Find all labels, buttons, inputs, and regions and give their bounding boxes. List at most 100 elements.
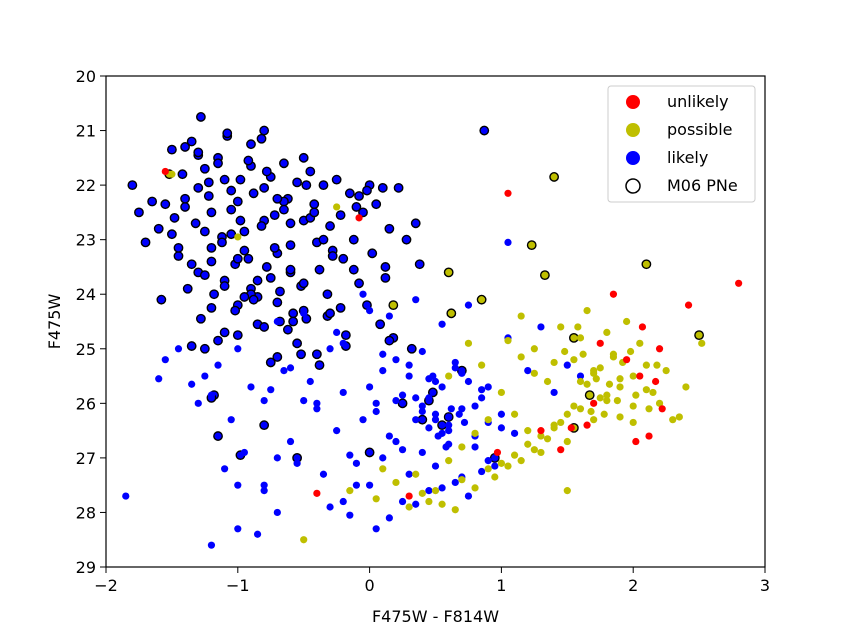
data-point-possible [629, 418, 637, 427]
data-point-likely-pne [305, 166, 316, 177]
data-point-likely-pne [269, 242, 280, 253]
data-point-likely [550, 388, 558, 397]
data-point-likely [339, 388, 347, 397]
data-point-likely-pne [288, 316, 299, 327]
data-point-likely [300, 397, 308, 405]
data-point-likely [359, 416, 367, 424]
y-tick-label: 28 [76, 503, 96, 522]
y-tick-label: 29 [76, 558, 96, 577]
data-point-likely [339, 497, 347, 506]
data-point-likely [273, 454, 281, 462]
data-point-possible [530, 345, 538, 353]
data-point-possible [579, 350, 587, 358]
data-point-likely [372, 525, 380, 533]
data-point-likely [379, 454, 387, 462]
data-point-likely-pne [199, 270, 210, 281]
data-point-possible [561, 347, 569, 356]
data-point-likely-pne [265, 357, 276, 368]
data-point-possible-pne [549, 172, 560, 182]
data-point-unlikely [652, 377, 660, 386]
data-point-likely [352, 459, 361, 467]
data-point-likely-pne [232, 330, 243, 341]
data-point-likely-pne [380, 272, 391, 283]
data-point-possible [603, 397, 611, 405]
data-point-likely [392, 397, 400, 405]
data-point-likely-pne [437, 420, 447, 431]
data-point-likely [412, 500, 420, 508]
data-point-possible [570, 356, 578, 364]
data-point-likely-pne [222, 128, 233, 139]
data-point-possible [504, 462, 512, 470]
data-point-likely-pne [259, 125, 270, 136]
data-point-possible [570, 402, 578, 410]
data-point-possible [458, 476, 466, 484]
data-point-likely [504, 238, 512, 246]
data-point-possible-pne [388, 300, 399, 311]
data-point-likely [464, 492, 473, 500]
data-point-likely [405, 361, 413, 369]
data-point-possible [662, 367, 670, 375]
data-point-likely [240, 448, 248, 457]
data-point-likely [442, 443, 450, 451]
data-point-unlikely [596, 339, 604, 347]
data-point-likely-pne [338, 253, 349, 264]
data-point-likely [412, 296, 420, 304]
data-point-likely [260, 397, 268, 405]
data-point-likely-pne [239, 245, 250, 256]
legend-label-unlikely: unlikely [667, 92, 729, 111]
data-point-unlikely [567, 424, 575, 432]
data-point-possible [372, 495, 380, 503]
x-axis-label: F475W - F814W [372, 607, 499, 626]
data-point-likely-pne [226, 185, 237, 196]
data-point-likely [491, 462, 499, 470]
data-point-likely-pne [375, 319, 386, 330]
data-point-likely [425, 487, 433, 495]
data-point-possible [563, 410, 571, 418]
data-point-likely-pne [190, 218, 201, 229]
data-point-possible [649, 388, 657, 397]
data-point-likely [247, 383, 255, 391]
y-tick-label: 25 [76, 340, 96, 359]
data-point-likely [339, 339, 347, 347]
data-point-likely [445, 421, 453, 429]
data-point-likely [253, 530, 262, 538]
data-point-likely-pne [358, 207, 368, 218]
data-point-unlikely [405, 492, 413, 500]
data-point-likely [234, 345, 242, 353]
data-point-possible [537, 448, 545, 457]
data-point-likely-pne [186, 136, 197, 147]
data-point-likely-pne [377, 182, 388, 193]
data-point-likely-pne [166, 229, 177, 240]
data-point-possible [300, 536, 308, 544]
x-tick-label: 2 [628, 576, 638, 595]
data-point-possible [392, 478, 400, 487]
data-point-likely [458, 369, 466, 377]
data-point-likely-pne [127, 180, 138, 191]
data-point-likely [418, 448, 426, 457]
data-point-likely-pne [351, 202, 362, 212]
data-point-possible [471, 429, 479, 437]
data-point-likely [201, 372, 209, 380]
data-point-likely [412, 394, 420, 402]
data-point-possible [497, 459, 505, 467]
data-point-likely-pne [206, 256, 217, 267]
data-point-likely-pne [269, 210, 280, 221]
data-point-possible [491, 473, 499, 481]
data-point-likely-pne [272, 193, 283, 204]
data-point-possible [576, 334, 585, 342]
data-point-possible [524, 440, 532, 448]
data-point-likely [445, 427, 453, 435]
data-point-possible-pne [694, 330, 704, 341]
data-point-possible [609, 353, 618, 361]
data-point-likely [431, 462, 440, 470]
data-point-likely-pne [177, 169, 188, 180]
data-point-likely [398, 391, 407, 399]
data-point-likely-pne [134, 207, 144, 218]
y-tick-label: 21 [76, 122, 96, 141]
data-point-likely [576, 372, 585, 380]
data-point-possible [576, 405, 585, 413]
legend: unlikely possible likely M06 PNe [607, 85, 756, 203]
data-point-likely-pne [279, 204, 289, 215]
data-point-likely [398, 497, 407, 506]
data-point-possible [623, 317, 631, 326]
